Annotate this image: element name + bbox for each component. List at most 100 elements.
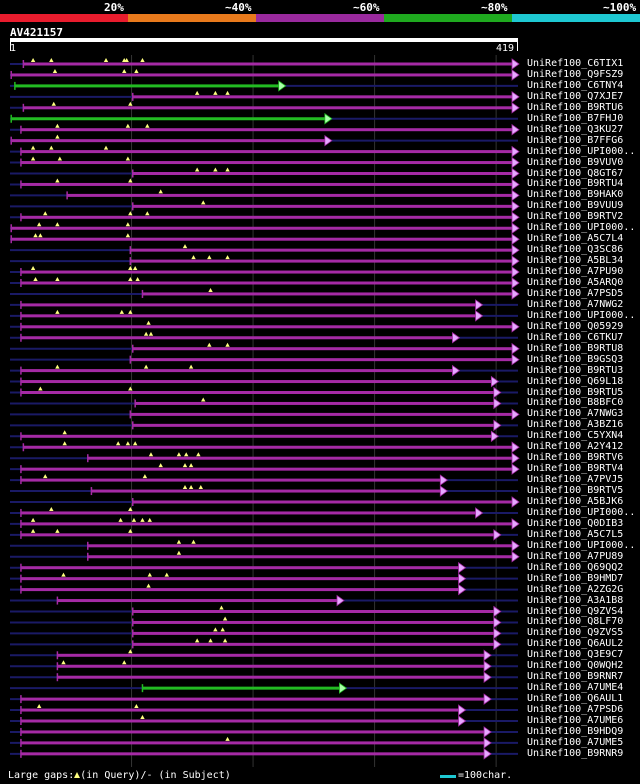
hit-row[interactable] <box>10 244 520 256</box>
hit-bar[interactable] <box>20 708 459 712</box>
hit-row[interactable] <box>10 517 520 530</box>
hit-bar[interactable] <box>132 204 513 208</box>
hit-row[interactable] <box>10 80 518 92</box>
hit-bar[interactable] <box>20 467 512 471</box>
hit-bar[interactable] <box>57 599 337 603</box>
hit-bar[interactable] <box>57 675 485 679</box>
hit-label[interactable]: UniRef100_UPI000.. <box>527 222 636 234</box>
hit-bar[interactable] <box>20 697 485 701</box>
hit-row[interactable] <box>10 397 518 410</box>
hit-row[interactable] <box>10 211 520 224</box>
hit-row[interactable] <box>10 145 520 158</box>
hit-bar[interactable] <box>20 281 512 285</box>
hit-label[interactable]: UniRef100_B9RNR9 <box>527 747 624 759</box>
hit-bar[interactable] <box>20 741 485 745</box>
hit-bar[interactable] <box>20 588 459 592</box>
hit-label[interactable]: UniRef100_A7PU90 <box>527 266 624 278</box>
hit-label[interactable]: UniRef100_B9RTU5 <box>527 386 624 398</box>
hit-label[interactable]: UniRef100_Q05929 <box>527 320 624 332</box>
hit-bar[interactable] <box>132 631 494 635</box>
hit-label[interactable]: UniRef100_C6TIX1 <box>527 58 624 69</box>
hit-row[interactable] <box>10 309 518 322</box>
hit-label[interactable]: UniRef100_A5C7L5 <box>527 528 624 540</box>
hit-label[interactable]: UniRef100_UPI000.. <box>527 309 636 321</box>
hit-bar[interactable] <box>20 391 494 394</box>
hit-row[interactable] <box>10 320 520 333</box>
hit-label[interactable]: UniRef100_B9RNR7 <box>527 671 624 683</box>
hit-row[interactable] <box>10 353 520 366</box>
hit-bar[interactable] <box>57 653 485 657</box>
hit-label[interactable]: UniRef100_B7FHJ0 <box>527 112 624 124</box>
hit-row[interactable] <box>10 704 518 716</box>
hit-bar[interactable] <box>20 533 494 537</box>
hit-row[interactable] <box>10 452 520 464</box>
hit-row[interactable] <box>10 561 518 574</box>
hit-label[interactable]: UniRef100_A5BL34 <box>527 255 624 267</box>
hit-label[interactable]: UniRef100_A7PU89 <box>527 550 624 562</box>
hit-row[interactable] <box>10 506 518 519</box>
hit-bar[interactable] <box>20 566 459 570</box>
hit-row[interactable] <box>10 123 520 136</box>
hit-bar[interactable] <box>87 456 512 460</box>
hit-label[interactable]: UniRef100_B9GSQ3 <box>527 353 624 365</box>
hit-bar[interactable] <box>14 84 279 88</box>
hit-row[interactable] <box>10 627 518 640</box>
hit-bar[interactable] <box>11 226 513 230</box>
hit-label[interactable]: UniRef100_Q6AUL2 <box>527 638 624 650</box>
hit-label[interactable]: UniRef100_A2ZG2G <box>527 583 624 595</box>
hit-row[interactable] <box>10 441 520 454</box>
hit-row[interactable] <box>10 550 520 563</box>
hit-bar[interactable] <box>20 303 476 307</box>
hit-label[interactable]: UniRef100_A2Y412 <box>527 441 624 453</box>
hit-row[interactable] <box>10 594 518 607</box>
hit-label[interactable]: UniRef100_Q0DIB3 <box>527 517 624 529</box>
hit-label[interactable]: UniRef100_UPI000.. <box>527 539 636 551</box>
hit-bar[interactable] <box>20 719 459 723</box>
hit-label[interactable]: UniRef100_A7PSD6 <box>527 704 624 716</box>
hit-label[interactable]: UniRef100_Q69QQ2 <box>527 561 624 573</box>
hit-bar[interactable] <box>23 62 513 66</box>
hit-label[interactable]: UniRef100_Q7XJE7 <box>527 90 624 102</box>
hit-bar[interactable] <box>11 237 513 241</box>
hit-bar[interactable] <box>57 664 485 668</box>
hit-bar[interactable] <box>20 128 512 132</box>
hit-label[interactable]: UniRef100_B9RTU6 <box>527 101 624 113</box>
hit-bar[interactable] <box>11 117 325 121</box>
hit-label[interactable]: UniRef100_C5YXN4 <box>527 430 624 442</box>
hit-row[interactable] <box>10 134 518 147</box>
hit-label[interactable]: UniRef100_A5BJK6 <box>527 496 624 507</box>
hit-bar[interactable] <box>20 577 459 581</box>
hit-row[interactable] <box>10 736 518 749</box>
hit-bar[interactable] <box>132 347 513 351</box>
hit-label[interactable]: UniRef100_B8BFC0 <box>527 397 624 409</box>
hit-label[interactable]: UniRef100_Q9FSZ9 <box>527 68 624 80</box>
hit-label[interactable]: UniRef100_Q3KU27 <box>527 123 624 135</box>
hit-row[interactable] <box>10 375 518 388</box>
hit-label[interactable]: UniRef100_B9RTU4 <box>527 178 624 190</box>
hit-row[interactable] <box>10 463 520 475</box>
hit-bar[interactable] <box>23 106 513 110</box>
hit-label[interactable]: UniRef100_B9RTV4 <box>527 463 624 475</box>
hit-row[interactable] <box>10 726 518 738</box>
hit-bar[interactable] <box>132 642 494 646</box>
hit-label[interactable]: UniRef100_B9VUU9 <box>527 200 624 212</box>
hit-label[interactable]: UniRef100_Q0WQH2 <box>527 660 624 672</box>
hit-label[interactable]: UniRef100_Q9ZVS4 <box>527 605 624 617</box>
hit-row[interactable] <box>10 748 518 760</box>
hit-row[interactable] <box>10 342 520 355</box>
hit-row[interactable] <box>10 299 518 311</box>
hit-label[interactable]: UniRef100_B9RTV5 <box>527 485 624 497</box>
hit-row[interactable] <box>10 430 518 443</box>
hit-row[interactable] <box>10 364 518 377</box>
hit-label[interactable]: UniRef100_B9HDQ9 <box>527 725 624 737</box>
hit-label[interactable]: UniRef100_Q3SC86 <box>527 244 624 256</box>
hit-row[interactable] <box>10 539 520 552</box>
hit-label[interactable]: UniRef100_A5ARQ0 <box>527 277 624 288</box>
hit-label[interactable]: UniRef100_B9RTV2 <box>527 211 624 223</box>
hit-label[interactable]: UniRef100_A7NWG3 <box>527 408 624 420</box>
hit-bar[interactable] <box>142 686 340 690</box>
hit-bar[interactable] <box>20 434 492 438</box>
hit-label[interactable]: UniRef100_Q6AUL1 <box>527 693 624 705</box>
hit-label[interactable]: UniRef100_A5C7L4 <box>527 233 624 245</box>
hit-label[interactable]: UniRef100_B9RTU8 <box>527 342 624 354</box>
